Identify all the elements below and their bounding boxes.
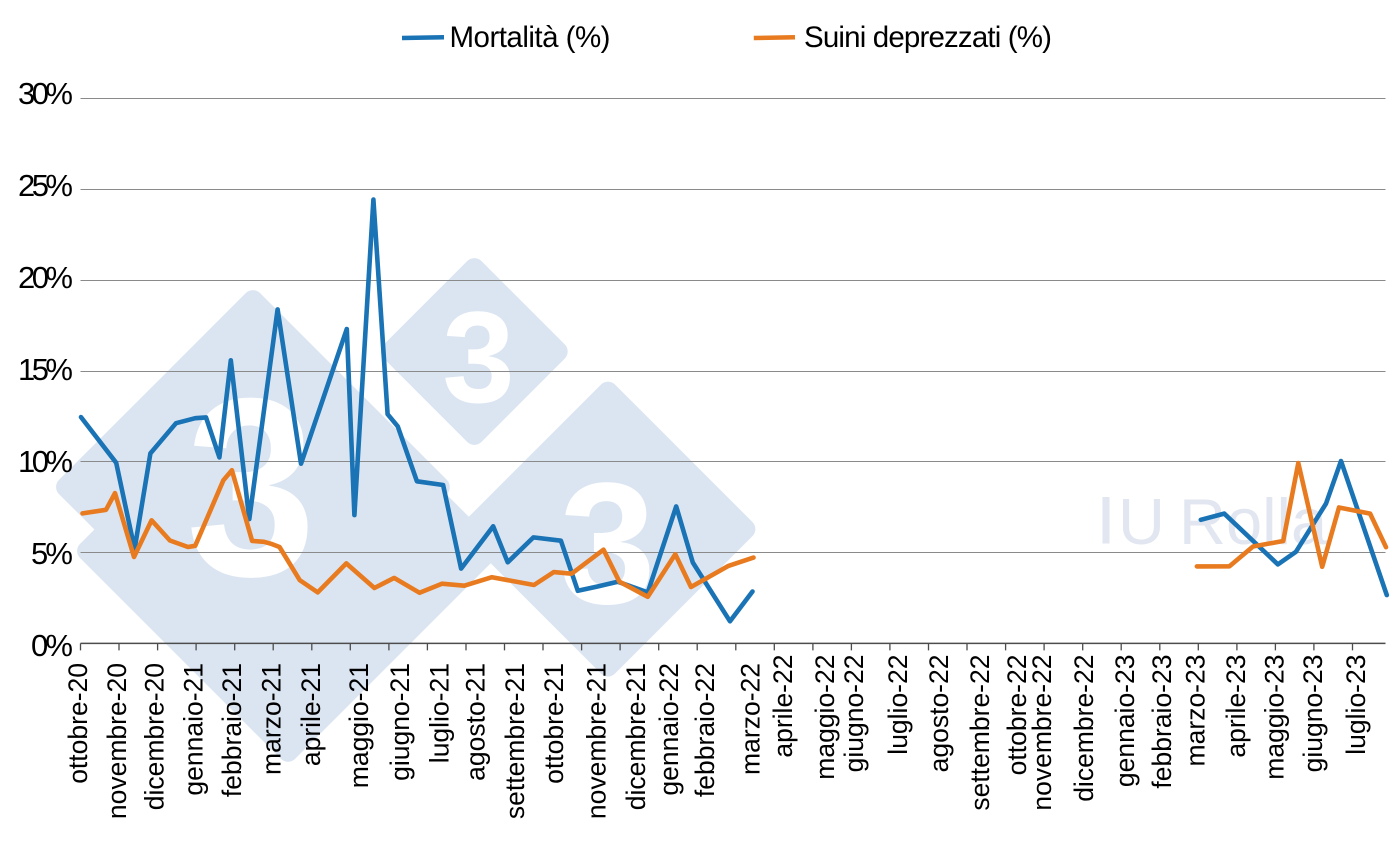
svg-text:aprile-23: aprile-23 [1221, 655, 1251, 758]
svg-text:ottobre-21: ottobre-21 [539, 663, 569, 784]
svg-text:settembre-22: settembre-22 [965, 655, 995, 811]
svg-text:gennaio-21: gennaio-21 [179, 663, 209, 796]
svg-text:0%: 0% [31, 628, 73, 663]
svg-text:febbraio-22: febbraio-22 [690, 663, 720, 797]
svg-text:settembre-21: settembre-21 [500, 663, 530, 819]
svg-text:giugno-22: giugno-22 [839, 655, 869, 773]
svg-text:3: 3 [186, 345, 316, 629]
svg-text:3: 3 [559, 446, 655, 640]
svg-text:agosto-22: agosto-22 [924, 655, 954, 773]
svg-text:20%: 20% [18, 260, 73, 295]
svg-text:maggio-21: maggio-21 [344, 663, 374, 788]
svg-text:5%: 5% [31, 536, 73, 571]
svg-text:ottobre-20: ottobre-20 [63, 663, 93, 784]
svg-text:dicembre-20: dicembre-20 [140, 663, 170, 810]
svg-text:agosto-21: agosto-21 [461, 663, 491, 781]
svg-text:aprile-21: aprile-21 [296, 663, 326, 766]
svg-text:novembre-22: novembre-22 [1027, 655, 1057, 811]
svg-text:maggio-22: maggio-22 [810, 655, 840, 780]
svg-text:15%: 15% [18, 352, 73, 387]
svg-text:dicembre-22: dicembre-22 [1069, 655, 1099, 802]
svg-text:novembre-21: novembre-21 [582, 663, 612, 819]
svg-text:maggio-23: maggio-23 [1260, 655, 1290, 780]
svg-text:dicembre-21: dicembre-21 [621, 663, 651, 810]
svg-text:25%: 25% [18, 168, 73, 203]
svg-text:30%: 30% [18, 76, 73, 111]
svg-text:U: U [1118, 485, 1165, 558]
svg-text:giugno-23: giugno-23 [1298, 655, 1328, 773]
svg-text:3: 3 [442, 284, 514, 430]
svg-text:10%: 10% [18, 444, 73, 479]
svg-text:luglio-23: luglio-23 [1341, 655, 1371, 755]
svg-text:gennaio-22: gennaio-22 [654, 663, 684, 796]
svg-text:gennaio-23: gennaio-23 [1110, 655, 1140, 788]
svg-text:luglio-21: luglio-21 [424, 663, 454, 763]
svg-text:marzo-22: marzo-22 [736, 663, 766, 775]
svg-text:novembre-20: novembre-20 [102, 663, 132, 819]
svg-text:luglio-22: luglio-22 [883, 655, 913, 755]
svg-text:febbraio-21: febbraio-21 [217, 663, 247, 797]
svg-text:marzo-23: marzo-23 [1180, 655, 1210, 767]
svg-text:giugno-21: giugno-21 [385, 663, 415, 781]
svg-text:Mortalità (%): Mortalità (%) [450, 21, 611, 54]
svg-text:marzo-21: marzo-21 [257, 663, 287, 775]
svg-text:Suini deprezzati (%): Suini deprezzati (%) [804, 21, 1052, 54]
svg-text:ottobre-22: ottobre-22 [1002, 655, 1032, 776]
svg-text:aprile-22: aprile-22 [768, 655, 798, 758]
svg-text:febbraio-23: febbraio-23 [1147, 655, 1177, 789]
